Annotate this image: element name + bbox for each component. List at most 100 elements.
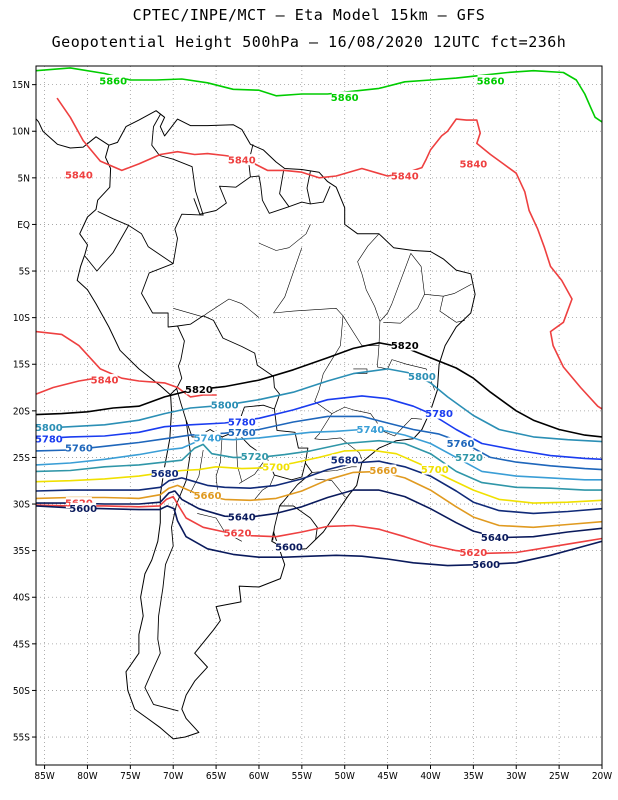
map-title-line-1: CPTEC/INPE/MCT – Eta Model 15km – GFS [132,6,486,24]
x-tick-label: 60W [249,771,269,782]
contour-label-backdrop [228,416,255,428]
contour-label-backdrop [228,426,255,438]
contour-5660 [36,470,602,529]
state-border [235,431,243,482]
contour-label-backdrop [36,432,62,444]
contour-label-5740: 5740 [194,433,222,444]
contour-label-5660: 5660 [194,491,222,502]
y-tick-label: 15S [13,360,30,371]
contour-label-backdrop [357,423,384,435]
contour-label-5800: 5800 [408,372,436,383]
x-tick-label: 20W [592,771,612,782]
contour-label-5700: 5700 [262,462,290,473]
state-border [239,457,267,484]
state-border [379,253,412,322]
country-border [306,171,311,204]
contour-label-backdrop [331,454,358,466]
x-tick-label: 25W [549,771,569,782]
contour-label-backdrop [447,437,474,449]
state-border [331,406,422,437]
x-tick-label: 75W [120,771,140,782]
contour-label-5760: 5760 [447,439,475,450]
contour-label-5780: 5780 [425,409,453,420]
contour-label-5820: 5820 [185,385,213,396]
axis-ticks: 85W 80W 75W 70W 65W 60W 55W 50W 45W 40W 35W 30W 25W 2… [12,80,612,782]
contour-5680 [36,460,602,515]
contour-labels: 5860 5860 5860 5840 5840 5840 5840 5840 5820 5820… [35,74,509,571]
contour-5780 [36,395,602,461]
contour-label-5840: 5840 [228,156,256,167]
x-tick-label: 35W [463,771,483,782]
contour-label-5700: 5700 [421,465,449,476]
contour-label-backdrop [460,157,487,169]
contour-label-backdrop [211,399,238,411]
contour-label-backdrop [70,502,97,514]
contour-label-backdrop [65,169,92,181]
contour-label-5720: 5720 [241,452,269,463]
y-tick-label: EQ [17,220,30,231]
contour-label-backdrop [194,489,221,501]
state-border [376,345,436,391]
contour-label-5780: 5780 [228,418,256,429]
contour-5840 [56,97,602,410]
contour-label-backdrop [100,74,127,86]
contour-label-5620: 5620 [224,528,252,539]
state-border [314,413,363,460]
y-tick-label: 10S [13,313,30,324]
contour-label-backdrop [224,526,251,538]
contour-label-5860: 5860 [477,76,505,87]
state-border [254,474,275,500]
contour-label-5640: 5640 [481,533,509,544]
country-border [250,175,331,214]
state-border [190,449,204,494]
x-tick-label: 40W [420,771,440,782]
contour-label-5840: 5840 [391,171,419,182]
country-border [97,114,204,265]
contour-5800 [36,368,602,443]
x-tick-label: 45W [377,771,397,782]
contour-label-backdrop [473,558,500,570]
contour-label-backdrop [370,464,397,476]
country-border [279,169,290,207]
contour-label-backdrop [65,442,92,454]
contour-label-5720: 5720 [455,453,483,464]
y-tick-label: 5N [18,173,30,184]
contour-label-5660: 5660 [369,466,397,477]
contour-label-backdrop [408,370,435,382]
contour-label-backdrop [194,431,221,443]
x-tick-label: 70W [163,771,183,782]
contour-label-backdrop [421,463,448,475]
contour-label-5840: 5840 [65,171,93,182]
state-border [357,233,380,274]
contour-label-backdrop [460,546,487,558]
contour-label-5740: 5740 [357,425,385,436]
contour-label-5800: 5800 [35,423,63,434]
state-border [314,478,348,498]
contour-label-5640: 5640 [228,513,256,524]
y-tick-label: 55S [13,733,30,744]
contour-label-backdrop [331,91,358,103]
contour-label-5840: 5840 [91,376,119,387]
x-tick-label: 50W [335,771,355,782]
contour-label-backdrop [65,497,92,509]
y-tick-label: 35S [13,546,30,557]
y-tick-label: 45S [13,639,30,650]
contour-label-backdrop [391,339,418,351]
map-title-line-2: Geopotential Height 500hPa – 16/08/2020 … [51,33,567,51]
contour-5720 [36,439,602,491]
contour-5840 [36,330,217,398]
contour-label-5820: 5820 [391,341,419,352]
x-tick-label: 85W [34,771,54,782]
state-border [424,283,472,297]
state-border [215,436,223,493]
contour-label-5840: 5840 [459,159,487,170]
y-tick-label: 5S [19,267,31,278]
country-border [84,225,129,272]
state-border [173,298,260,318]
contour-label-5600: 5600 [472,560,500,571]
contour-label-5620: 5620 [459,548,487,559]
contour-label-5680: 5680 [151,469,179,480]
y-tick-label: 10N [12,127,30,138]
y-tick-label: 40S [13,593,30,604]
